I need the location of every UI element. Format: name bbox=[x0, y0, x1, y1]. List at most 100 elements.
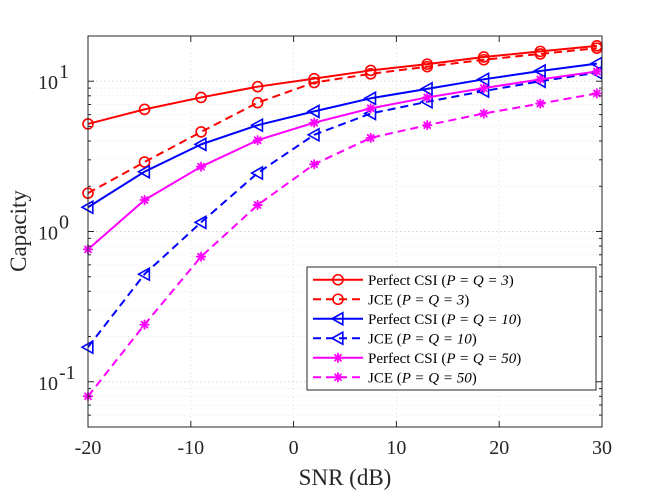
legend-entry: Perfect CSI (P = Q = 50) bbox=[313, 351, 521, 367]
x-tick-labels: -20 -10 0 10 20 30 bbox=[75, 437, 612, 459]
data-point bbox=[422, 120, 433, 131]
legend-label: Perfect CSI (P = Q = 10) bbox=[368, 312, 521, 328]
legend-swatch-marker bbox=[332, 372, 344, 383]
data-point bbox=[591, 88, 602, 99]
legend-swatch-marker bbox=[332, 293, 344, 306]
legend: Perfect CSI (P = Q = 3) JCE (P = Q = 3) Pe… bbox=[306, 266, 597, 391]
data-point bbox=[535, 98, 546, 109]
legend-swatch-marker bbox=[332, 352, 344, 363]
legend-entry: Perfect CSI (P = Q = 10) bbox=[313, 311, 521, 328]
x-tick-label: 0 bbox=[289, 437, 299, 459]
tick-marks bbox=[87, 35, 603, 428]
data-point bbox=[249, 165, 264, 181]
y-tick-label-exponent: 1 bbox=[59, 61, 69, 83]
marker-stroke bbox=[253, 201, 262, 209]
legend-label: Perfect CSI (P = Q = 50) bbox=[368, 351, 521, 367]
data-point bbox=[252, 199, 263, 211]
data-point bbox=[422, 92, 433, 103]
marker-stroke bbox=[366, 133, 375, 142]
data-point bbox=[195, 251, 207, 262]
data-point bbox=[477, 53, 490, 66]
data-point bbox=[138, 103, 151, 116]
data-point bbox=[532, 63, 546, 79]
legend-box bbox=[306, 266, 597, 391]
y-tick-label-base: 10 bbox=[38, 72, 58, 94]
data-point bbox=[195, 91, 207, 104]
data-point bbox=[308, 72, 320, 85]
y-tick-label: 10 1 bbox=[38, 61, 69, 94]
series-2 bbox=[82, 42, 603, 199]
marker-stroke bbox=[197, 252, 205, 261]
data-point bbox=[193, 215, 207, 230]
marker-stroke bbox=[197, 162, 205, 171]
y-tick-label: 10 0 bbox=[38, 212, 69, 245]
x-tick-label: 30 bbox=[592, 437, 612, 459]
data-point bbox=[364, 64, 377, 77]
data-point bbox=[251, 80, 264, 93]
data-point bbox=[364, 68, 377, 80]
data-point bbox=[308, 76, 320, 89]
legend-swatch-marker bbox=[332, 273, 344, 286]
y-tick-label-exponent: 0 bbox=[59, 212, 69, 234]
marker-stroke bbox=[334, 353, 342, 362]
y-tick-label-base: 10 bbox=[38, 373, 58, 395]
marker-stroke bbox=[140, 196, 149, 204]
series-line bbox=[87, 47, 597, 195]
series-line bbox=[87, 71, 598, 348]
series-line bbox=[87, 62, 597, 209]
series-layer bbox=[80, 40, 603, 402]
legend-label: Perfect CSI (P = Q = 3) bbox=[368, 273, 514, 289]
data-point bbox=[136, 266, 151, 282]
data-point bbox=[421, 60, 434, 73]
data-point bbox=[139, 319, 150, 330]
x-tick-label: -20 bbox=[75, 437, 102, 459]
marker-stroke bbox=[366, 104, 375, 113]
y-tick-label: 10 -1 bbox=[38, 362, 76, 395]
x-tick-label: 10 bbox=[386, 437, 406, 459]
data-point bbox=[195, 161, 207, 172]
marker-stroke bbox=[592, 67, 601, 76]
y-tick-label-base: 10 bbox=[38, 223, 58, 245]
data-point bbox=[365, 103, 376, 114]
data-point bbox=[80, 199, 94, 215]
series-6 bbox=[82, 88, 602, 402]
data-point bbox=[478, 83, 489, 94]
data-point bbox=[306, 104, 320, 119]
x-axis-label: SNR (dB) bbox=[299, 465, 392, 490]
marker-stroke bbox=[140, 320, 149, 329]
legend-entry: Perfect CSI (P = Q = 3) bbox=[313, 273, 514, 289]
data-point bbox=[139, 194, 150, 206]
legend-swatch-marker bbox=[330, 330, 344, 346]
legend-entry: JCE (P = Q = 10) bbox=[313, 330, 477, 347]
data-point bbox=[309, 117, 320, 128]
legend-label: JCE (P = Q = 50) bbox=[368, 370, 477, 386]
data-point bbox=[195, 126, 207, 138]
legend-entry: JCE (P = Q = 50) bbox=[313, 370, 477, 386]
data-point bbox=[306, 127, 320, 143]
marker-stroke bbox=[253, 136, 262, 145]
y-tick-label-exponent: -1 bbox=[59, 362, 76, 384]
data-point bbox=[419, 81, 433, 97]
data-point bbox=[136, 164, 151, 180]
data-point bbox=[591, 66, 602, 77]
marker-stroke bbox=[592, 89, 601, 98]
data-point bbox=[365, 132, 376, 143]
legend-label: JCE (P = Q = 10) bbox=[368, 331, 477, 347]
marker-stroke bbox=[479, 109, 488, 118]
data-point bbox=[249, 117, 264, 133]
data-point bbox=[252, 135, 263, 146]
y-axis-label: Capacity bbox=[6, 190, 31, 272]
marker-stroke bbox=[536, 99, 545, 108]
marker-stroke bbox=[536, 75, 545, 84]
data-point bbox=[138, 156, 151, 168]
data-point bbox=[193, 137, 207, 152]
data-point bbox=[309, 159, 320, 170]
marker-stroke bbox=[310, 118, 319, 127]
x-tick-label: 20 bbox=[489, 437, 509, 459]
series-line bbox=[87, 44, 597, 125]
data-point bbox=[363, 90, 377, 106]
legend-label: JCE (P = Q = 3) bbox=[368, 292, 469, 308]
